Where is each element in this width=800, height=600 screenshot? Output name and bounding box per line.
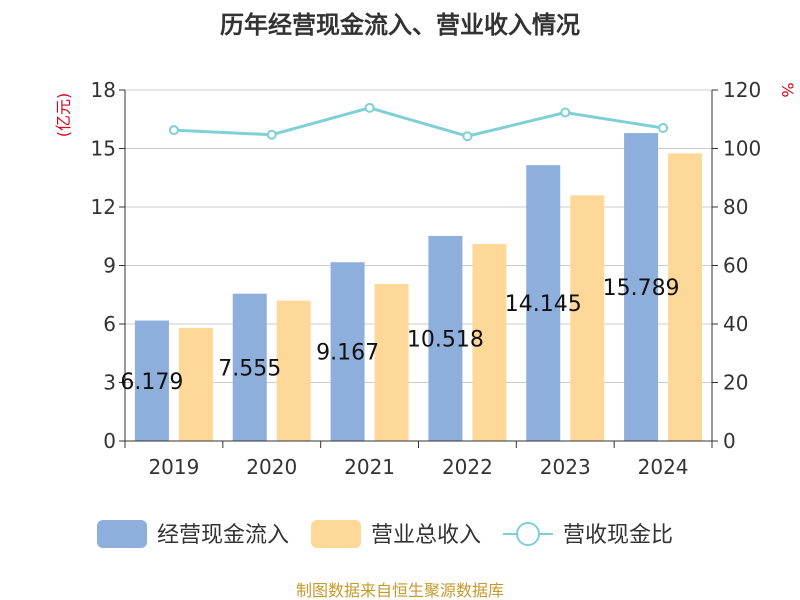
ratio-point [266,129,277,140]
bar [232,293,267,441]
x-tick-label: 2021 [344,455,395,479]
bar [472,244,507,441]
chart-title: 历年经营现金流入、营业收入情况 [220,11,580,39]
legend-marker [516,522,540,546]
bar [570,195,605,441]
ratio-point [168,125,179,136]
ratio-point [560,107,571,118]
bar-value-label: 15.789 [603,276,680,301]
legend-swatch [97,520,147,548]
ratio-point [364,102,375,113]
left-tick-label: 3 [103,371,116,395]
ratio-point [658,123,669,134]
left-tick-label: 0 [103,429,116,453]
bar-labels: 6.179 7.555 9.167 10.518 14.145 15.789 [120,276,679,395]
legend-label: 营收现金比 [563,523,673,548]
bar [330,262,365,441]
bar [526,165,561,442]
bar-value-label: 14.145 [505,292,582,317]
legend-label: 营业总收入 [371,523,481,548]
ratio-line-path [173,106,664,138]
right-tick-label: 120 [723,78,761,102]
right-tick-label: 80 [723,195,748,219]
legend-swatch [311,520,361,548]
x-tick-label: 2024 [638,455,689,479]
right-tick-label: 20 [723,371,748,395]
right-tick-label: 40 [723,312,748,336]
left-axis-unit: (亿元) [54,93,73,138]
bar [428,235,463,441]
x-tick-label: 2022 [442,455,493,479]
bar-value-label: 6.179 [120,370,183,395]
left-tick-label: 18 [91,78,116,102]
right-tick-label: 100 [723,137,761,161]
bar [276,300,311,441]
legend: 经营现金流入 营业总收入 营收现金比 [97,520,673,548]
right-tick-label: 0 [723,429,736,453]
left-tick-label: 6 [103,312,116,336]
right-tick-label: 60 [723,254,748,278]
bar [374,284,409,441]
right-axis-unit: % [778,82,797,97]
gridlines [125,89,712,383]
bar [134,320,169,441]
left-tick-label: 15 [91,137,116,161]
bar [178,327,213,441]
bar-value-label: 10.518 [407,327,484,352]
bar-value-label: 9.167 [316,341,379,366]
bar [668,153,703,441]
left-tick-label: 12 [91,195,116,219]
ratio-line [168,102,669,142]
left-tick-label: 9 [103,254,116,278]
bar-value-label: 7.555 [218,356,281,381]
axes: 0 3 6 9 12 15 18 0 20 40 60 80 100 120 2019 2020 2021 202… [91,78,762,479]
source-note: 制图数据来自恒生聚源数据库 [296,581,504,600]
x-tick-label: 2019 [148,455,199,479]
legend-label: 经营现金流入 [157,523,289,548]
bars [134,133,703,442]
bar [624,133,659,441]
x-tick-label: 2023 [540,455,591,479]
x-tick-label: 2020 [246,455,297,479]
ratio-point [462,131,473,142]
